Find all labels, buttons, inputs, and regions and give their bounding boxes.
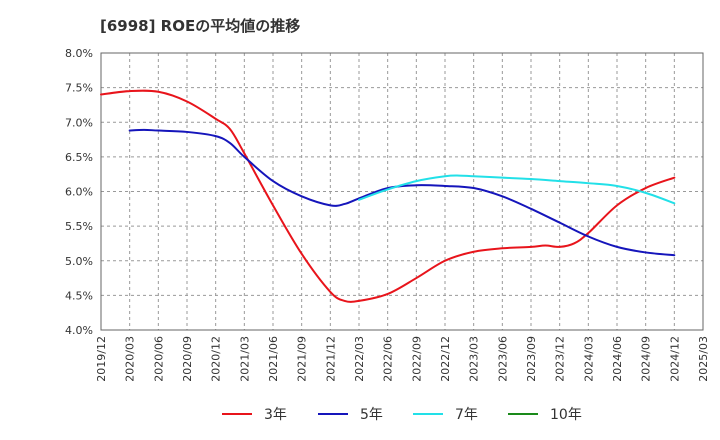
y-tick-label: 5.5% — [65, 220, 93, 233]
x-tick-label: 2022/03 — [353, 336, 366, 382]
x-tick-label: 2024/09 — [640, 336, 653, 382]
x-tick-label: 2020/12 — [210, 336, 223, 382]
y-axis: 8.0% 7.5% 7.0% 6.5% 6.0% 5.5% 5.0% 4.5% 4.0% — [65, 47, 93, 337]
chart-title: [6998] ROEの平均値の推移 — [100, 17, 300, 35]
x-tick-label: 2021/09 — [296, 336, 309, 382]
x-tick-label: 2023/12 — [554, 336, 567, 382]
x-tick-label: 2021/03 — [238, 336, 251, 382]
y-tick-label: 7.5% — [65, 82, 93, 95]
y-tick-label: 4.5% — [65, 289, 93, 302]
x-tick-label: 2022/06 — [382, 336, 395, 382]
x-tick-label: 2022/12 — [439, 336, 452, 382]
x-tick-label: 2024/03 — [582, 336, 595, 382]
x-tick-label: 2020/09 — [181, 336, 194, 382]
x-tick-label: 2020/03 — [124, 336, 137, 382]
grid-lines — [101, 53, 703, 330]
plot-area — [100, 52, 704, 331]
y-tick-label: 4.0% — [65, 324, 93, 337]
series-line-3 — [358, 174, 676, 205]
x-tick-label: 2024/06 — [611, 336, 624, 382]
x-tick-label: 2023/09 — [525, 336, 538, 382]
legend-label: 7年 — [455, 407, 478, 423]
legend: 3年 5年 7年 10年 — [222, 407, 582, 423]
legend-label: 10年 — [550, 407, 582, 423]
x-tick-label: 2021/12 — [324, 336, 337, 382]
x-tick-label: 2024/12 — [668, 336, 681, 382]
series-line-2 — [128, 128, 676, 257]
x-tick-label: 2022/09 — [410, 336, 423, 382]
x-tick-label: 2019/12 — [95, 336, 108, 382]
x-tick-label: 2025/03 — [697, 336, 710, 382]
legend-label: 5年 — [360, 407, 383, 423]
y-tick-label: 7.0% — [65, 116, 93, 129]
series-line-1 — [100, 89, 676, 303]
x-axis: 2019/12 2020/03 2020/06 2020/09 2020/12 2021/… — [95, 336, 710, 382]
y-tick-label: 8.0% — [65, 47, 93, 60]
y-tick-label: 6.0% — [65, 186, 93, 199]
x-tick-label: 2023/06 — [496, 336, 509, 382]
y-tick-label: 6.5% — [65, 151, 93, 164]
x-tick-label: 2023/03 — [468, 336, 481, 382]
x-tick-label: 2021/06 — [267, 336, 280, 382]
y-tick-label: 5.0% — [65, 255, 93, 268]
legend-label: 3年 — [264, 407, 287, 423]
series-lines — [100, 89, 676, 303]
x-tick-label: 2020/06 — [152, 336, 165, 382]
